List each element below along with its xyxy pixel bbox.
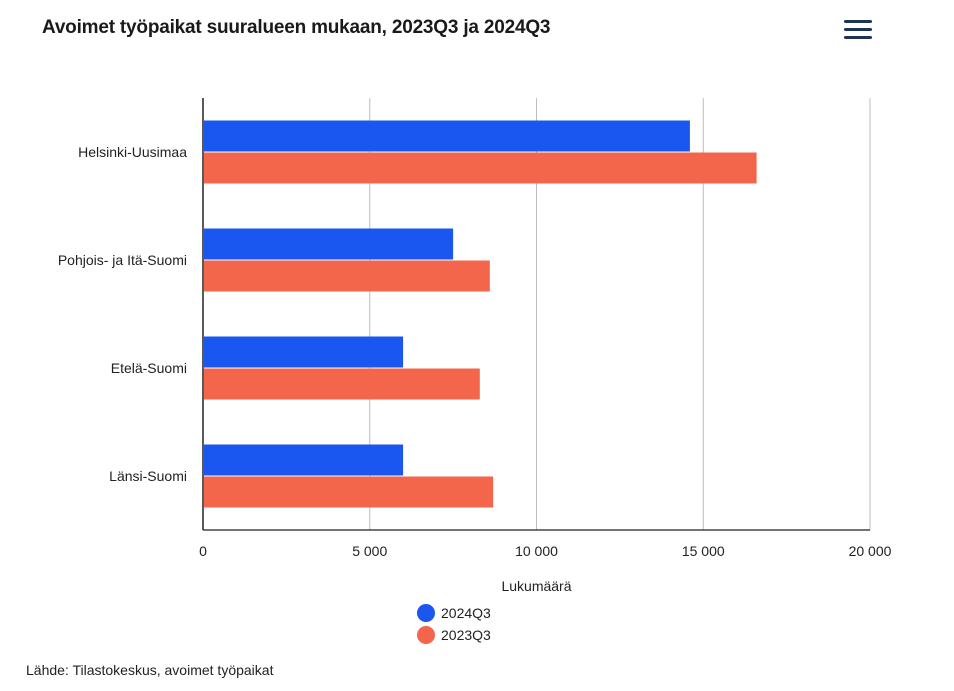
bar[interactable]: [204, 476, 494, 508]
x-tick-label: 5 000: [352, 543, 387, 559]
legend: 2024Q3 2023Q3: [417, 602, 491, 646]
labels: 0 5 000 10 000 15 000 20 000 Helsinki-Uusimaa…: [58, 144, 892, 594]
hamburger-menu-icon[interactable]: [842, 16, 874, 44]
category-label: Helsinki-Uusimaa: [78, 144, 187, 160]
source-note: Lähde: Tilastokeskus, avoimet työpaikat: [26, 662, 274, 678]
legend-marker: [417, 604, 435, 622]
legend-marker: [417, 626, 435, 644]
bar[interactable]: [204, 228, 454, 260]
category-label: Pohjois- ja Itä-Suomi: [58, 252, 187, 268]
bar[interactable]: [204, 444, 404, 476]
legend-label: 2023Q3: [441, 627, 491, 643]
bar[interactable]: [204, 260, 490, 292]
x-tick-label: 15 000: [682, 543, 725, 559]
bar[interactable]: [204, 368, 480, 400]
x-axis-title: Lukumäärä: [501, 578, 571, 594]
legend-item[interactable]: 2024Q3: [417, 602, 491, 624]
x-tick-label: 0: [199, 543, 207, 559]
chart-title: Avoimet työpaikat suuralueen mukaan, 202…: [42, 17, 551, 38]
legend-item[interactable]: 2023Q3: [417, 624, 491, 646]
bars: [204, 120, 757, 508]
bar[interactable]: [204, 336, 404, 368]
category-label: Länsi-Suomi: [109, 468, 187, 484]
category-label: Etelä-Suomi: [111, 360, 187, 376]
x-tick-label: 10 000: [515, 543, 558, 559]
axes: [202, 98, 870, 531]
x-tick-label: 20 000: [849, 543, 892, 559]
bar[interactable]: [204, 152, 757, 184]
legend-label: 2024Q3: [441, 605, 491, 621]
bar[interactable]: [204, 120, 690, 152]
